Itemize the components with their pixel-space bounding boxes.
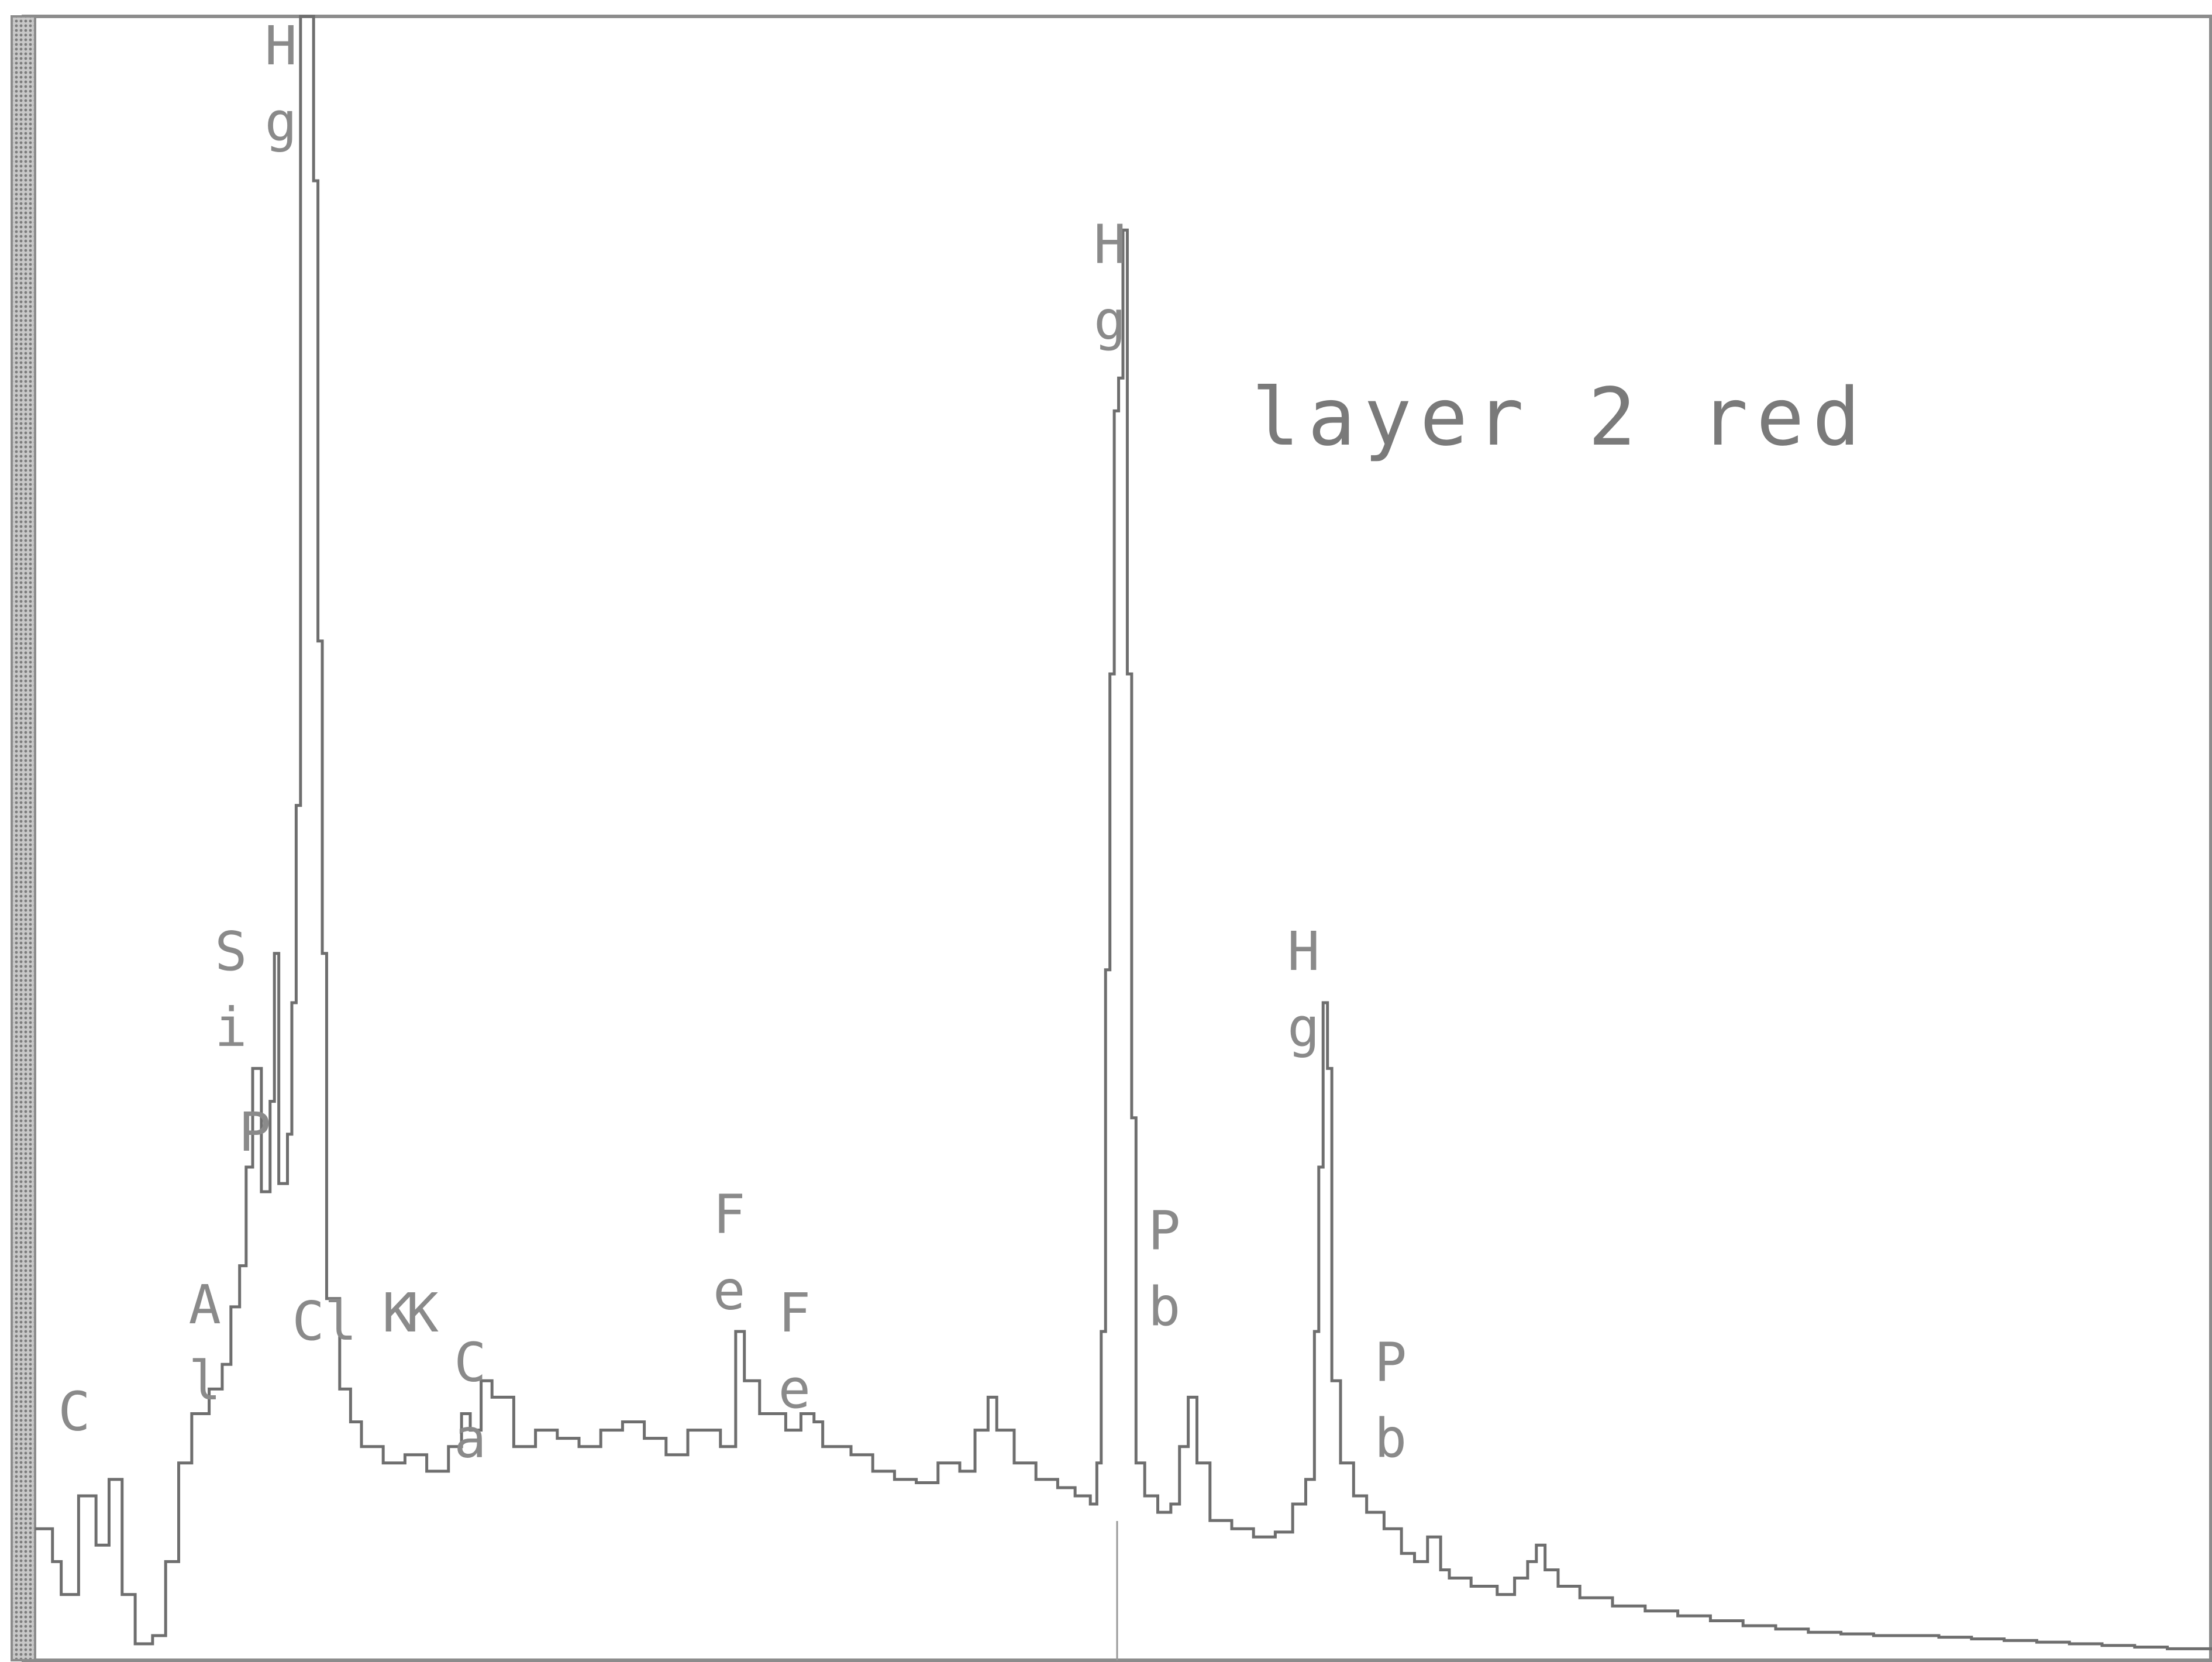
peak-label: P [239, 1101, 271, 1164]
spectrum-outline [35, 15, 2212, 1651]
chart-title: layer 2 red [1252, 371, 1869, 464]
peak-label: Cl [292, 1290, 357, 1353]
peak-label: C [58, 1381, 90, 1443]
peak-label: K [406, 1282, 439, 1344]
left-axis-bar [11, 15, 36, 1661]
peak-label: K [383, 1282, 415, 1344]
